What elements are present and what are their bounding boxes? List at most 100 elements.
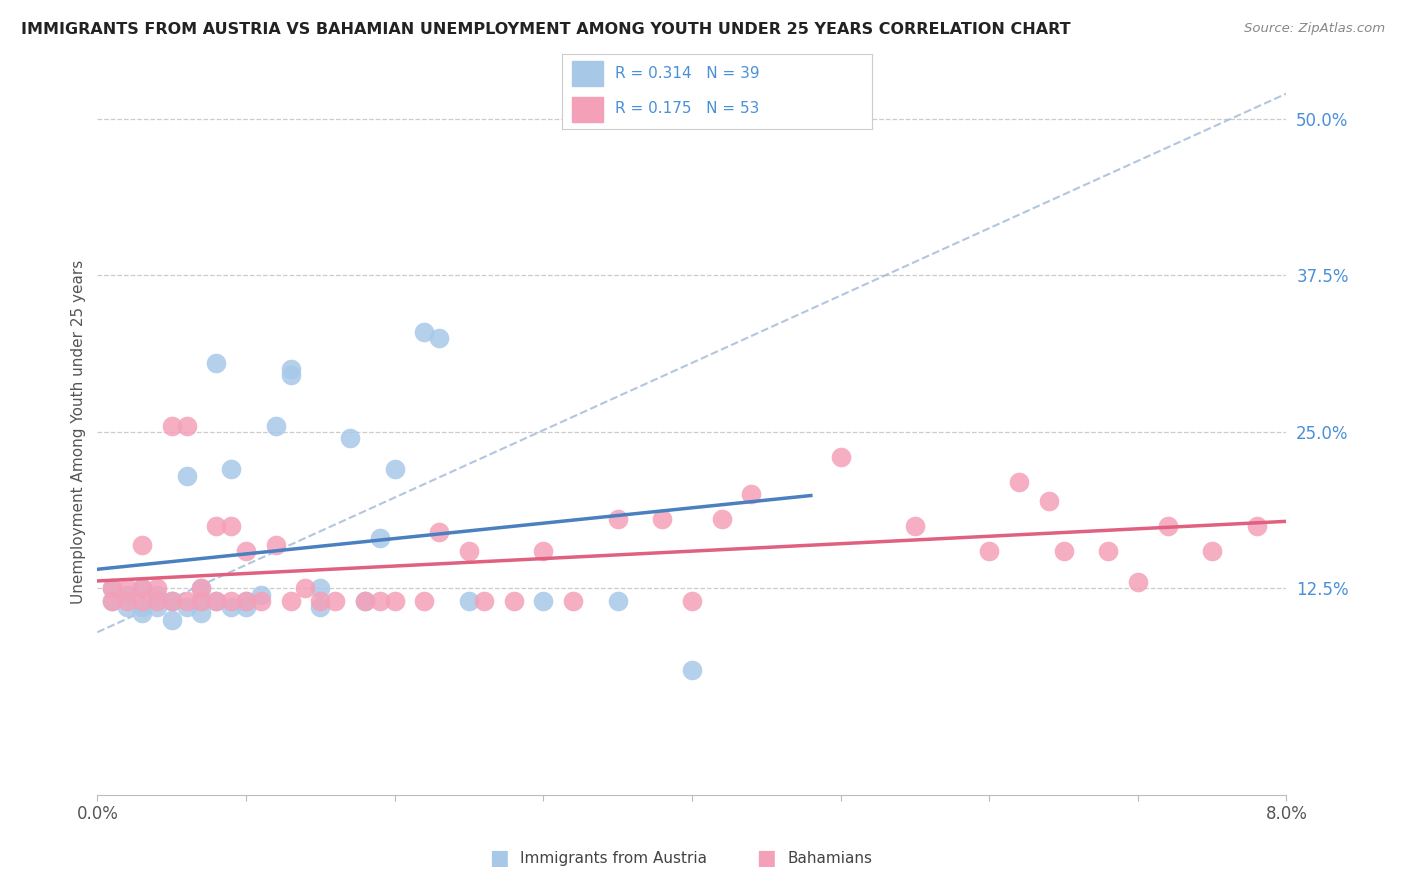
Point [190,594,212,608]
Point [250,588,273,602]
Point [502,594,524,608]
Point [219,594,242,608]
Text: ■: ■ [756,848,776,868]
Point [115,600,138,615]
Point [131,607,153,621]
Point [160,594,183,608]
Point [830,450,852,464]
Point [101,582,124,596]
Point [309,594,332,608]
Point [176,468,198,483]
Point [681,663,703,677]
Point [131,594,153,608]
Point [205,594,228,608]
Point [427,524,450,539]
Point [562,594,585,608]
Point [1246,518,1268,533]
Point [384,462,406,476]
Point [1156,518,1178,533]
Point [235,594,257,608]
Point [219,518,242,533]
Point [160,594,183,608]
Point [384,594,406,608]
Text: IMMIGRANTS FROM AUSTRIA VS BAHAMIAN UNEMPLOYMENT AMONG YOUTH UNDER 25 YEARS CORR: IMMIGRANTS FROM AUSTRIA VS BAHAMIAN UNEM… [21,22,1071,37]
Point [250,594,273,608]
Text: Source: ZipAtlas.com: Source: ZipAtlas.com [1244,22,1385,36]
Point [115,594,138,608]
Point [219,600,242,615]
Point [354,594,377,608]
Point [235,600,257,615]
Point [368,594,391,608]
Text: Immigrants from Austria: Immigrants from Austria [520,851,707,865]
Point [427,331,450,345]
Point [309,582,332,596]
Point [1201,543,1223,558]
Point [979,543,1001,558]
Point [264,537,287,551]
Point [176,418,198,433]
Point [146,594,169,608]
Point [205,518,228,533]
Point [740,487,762,501]
Point [354,594,377,608]
Point [205,594,228,608]
Point [190,582,212,596]
Point [146,600,169,615]
Text: Bahamians: Bahamians [787,851,872,865]
Point [323,594,346,608]
Point [235,594,257,608]
Point [368,531,391,545]
Point [472,594,495,608]
Text: R = 0.314   N = 39: R = 0.314 N = 39 [614,66,759,81]
Point [280,368,302,383]
FancyBboxPatch shape [572,96,603,122]
Point [904,518,927,533]
Point [651,512,673,526]
Point [176,594,198,608]
FancyBboxPatch shape [572,62,603,87]
Point [115,588,138,602]
Point [160,613,183,627]
Text: R = 0.175   N = 53: R = 0.175 N = 53 [614,102,759,116]
Point [146,582,169,596]
Point [190,594,212,608]
Point [280,594,302,608]
Point [160,594,183,608]
Point [1038,493,1060,508]
Point [1008,475,1031,489]
Point [710,512,733,526]
Point [131,537,153,551]
Point [606,594,628,608]
Point [176,600,198,615]
Point [1052,543,1074,558]
Point [160,418,183,433]
Point [1097,543,1119,558]
Point [101,594,124,608]
Point [190,582,212,596]
Point [131,600,153,615]
Point [235,543,257,558]
Point [1126,575,1149,590]
Point [101,594,124,608]
Point [606,512,628,526]
Point [531,594,554,608]
Point [339,431,361,445]
Point [205,356,228,370]
Point [681,594,703,608]
Point [219,462,242,476]
Point [146,588,169,602]
Point [294,582,316,596]
Point [190,607,212,621]
Y-axis label: Unemployment Among Youth under 25 years: Unemployment Among Youth under 25 years [72,260,86,604]
Point [115,582,138,596]
Point [131,582,153,596]
Point [458,594,481,608]
Point [131,582,153,596]
Point [264,418,287,433]
Point [458,543,481,558]
Point [101,582,124,596]
Point [309,600,332,615]
Point [413,594,436,608]
Text: ■: ■ [489,848,509,868]
